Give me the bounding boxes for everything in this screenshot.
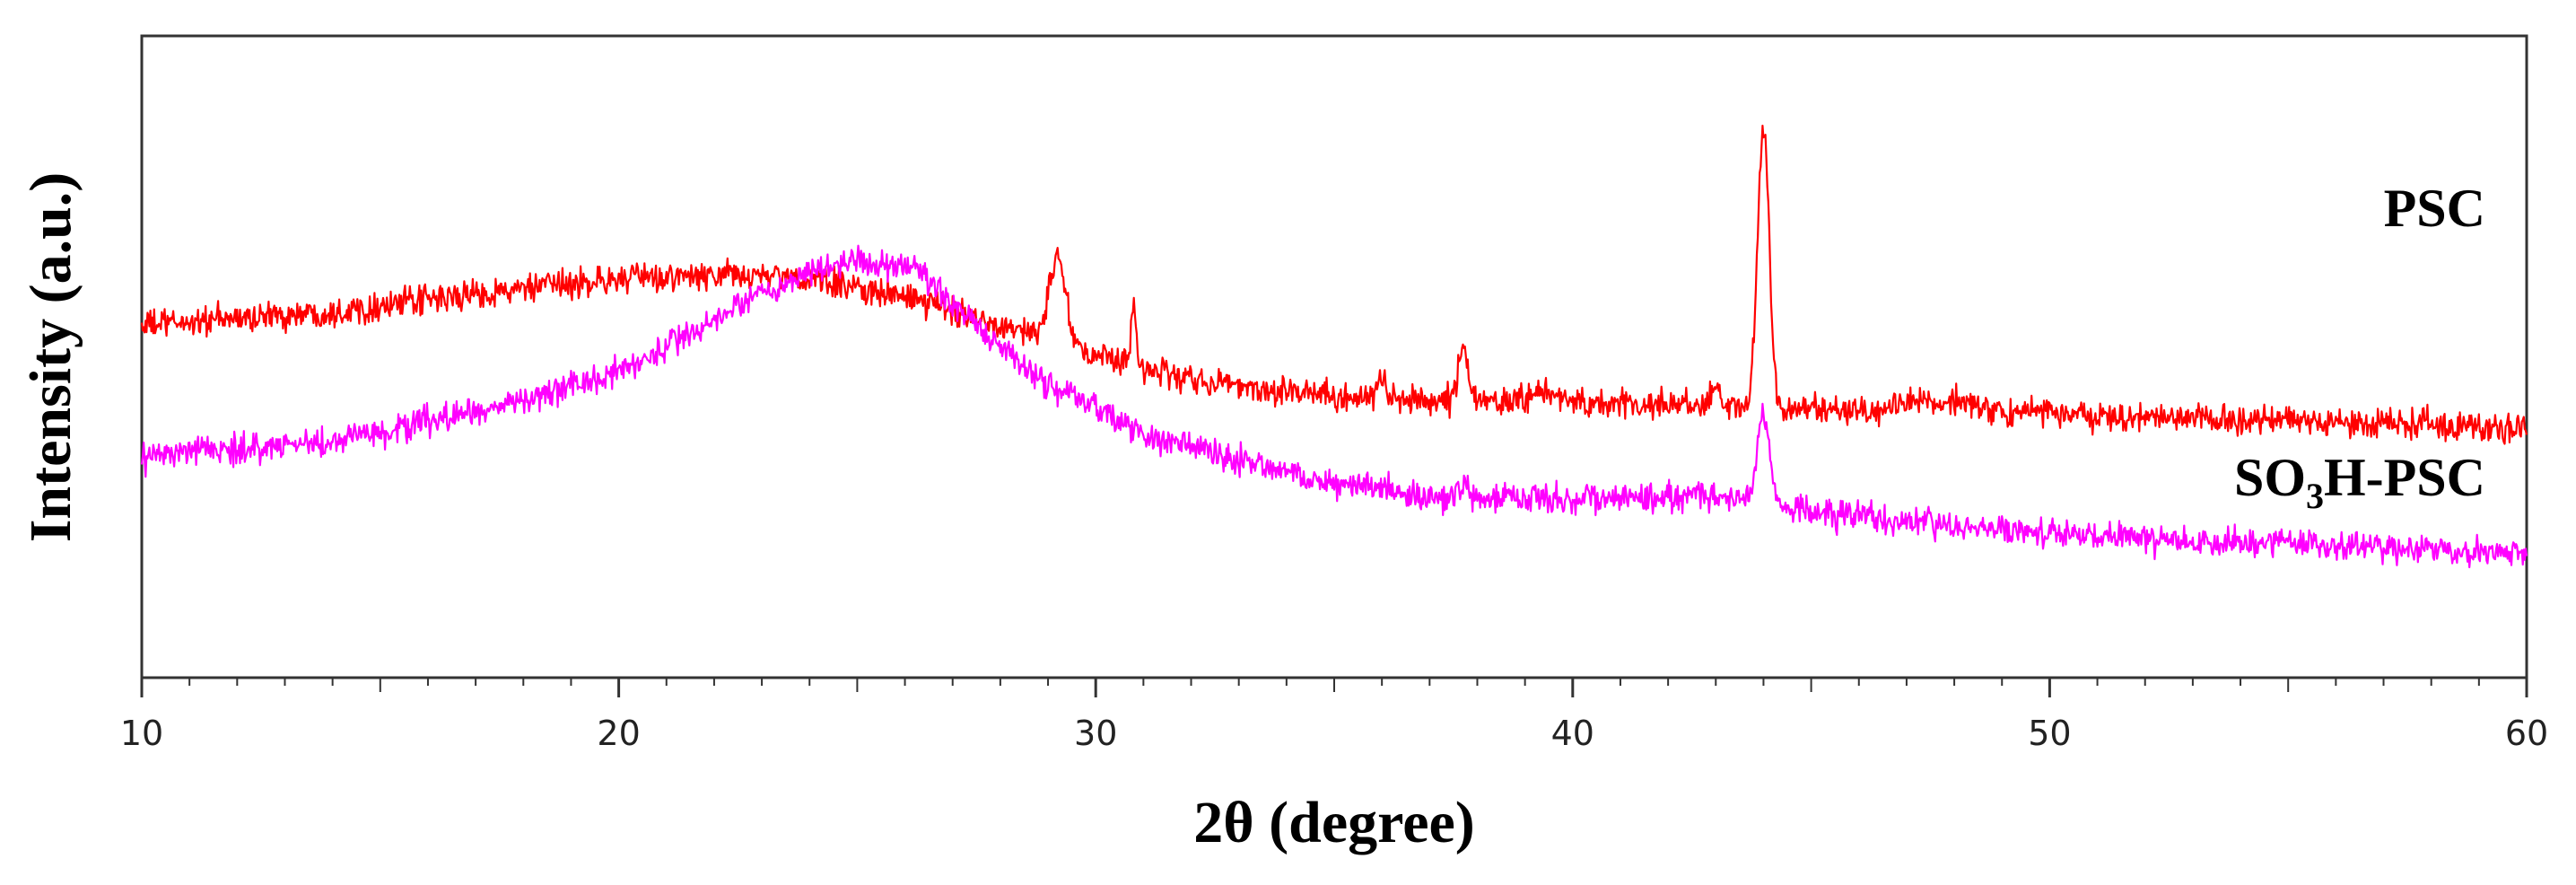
y-axis-title: Intensity (a.u.) [18, 172, 83, 543]
x-tick-label: 60 [2505, 714, 2548, 753]
series-label-so3h-psc: SO3H-PSC [2234, 448, 2485, 516]
series-layer [140, 124, 2528, 569]
x-tick-label: 10 [120, 714, 163, 753]
x-tick-label: 30 [1074, 714, 1117, 753]
x-axis-tick-labels: 10 20 30 40 50 60 [120, 714, 2548, 753]
x-axis-ticks [140, 678, 2528, 697]
x-tick-label: 20 [597, 714, 640, 753]
series-line-so3h-psc [140, 244, 2528, 569]
series-line-psc [140, 124, 2528, 445]
x-tick-label: 40 [1551, 714, 1594, 753]
plot-area [140, 34, 2528, 679]
x-tick-label: 50 [2028, 714, 2071, 753]
x-axis-title: 2θ (degree) [1193, 790, 1475, 855]
series-label-psc: PSC [2384, 179, 2485, 238]
